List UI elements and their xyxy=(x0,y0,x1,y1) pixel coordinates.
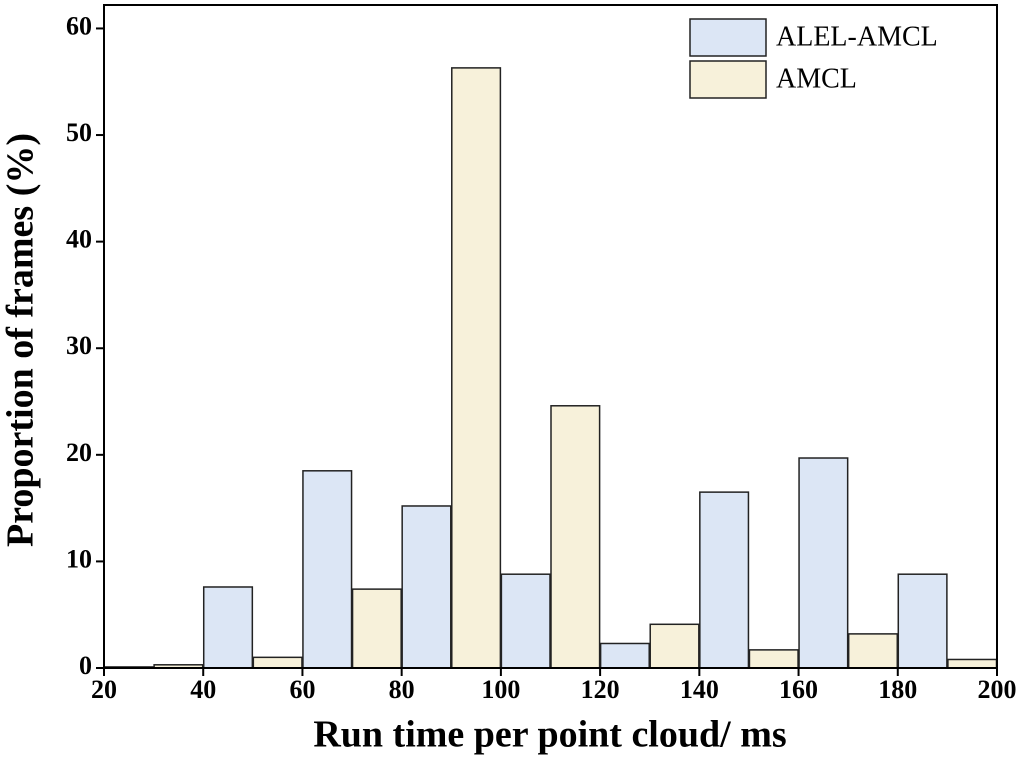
bar xyxy=(897,573,948,669)
bar xyxy=(451,67,502,669)
x-tick-label: 160 xyxy=(779,675,818,704)
y-tick-label: 20 xyxy=(66,438,92,467)
y-axis-title: Proportion of frames (%) xyxy=(0,133,42,547)
bar xyxy=(252,656,303,669)
x-tick-label: 60 xyxy=(289,675,315,704)
bar xyxy=(847,633,899,669)
bar xyxy=(699,491,750,669)
bar xyxy=(649,623,700,669)
bar xyxy=(202,586,254,669)
bar xyxy=(599,642,650,669)
bar xyxy=(351,588,402,669)
y-tick-label: 50 xyxy=(66,118,92,147)
legend-swatch xyxy=(689,18,767,57)
x-tick-label: 200 xyxy=(978,675,1017,704)
y-tick-label: 0 xyxy=(79,651,92,680)
y-tick-label: 60 xyxy=(66,11,92,40)
x-tick-label: 180 xyxy=(878,675,917,704)
legend-label: AMCL xyxy=(776,63,857,94)
x-tick-label: 100 xyxy=(481,675,520,704)
x-tick-label: 40 xyxy=(190,675,216,704)
bar xyxy=(302,470,353,669)
x-axis-title: Run time per point cloud/ ms xyxy=(313,714,786,756)
bar xyxy=(947,658,998,669)
bar xyxy=(550,405,601,669)
y-tick-label: 10 xyxy=(66,544,92,573)
y-tick-label: 40 xyxy=(66,225,92,254)
bar xyxy=(500,573,551,669)
legend-label: ALEL-AMCL xyxy=(776,21,938,52)
x-tick-label: 20 xyxy=(91,675,117,704)
legend-swatch xyxy=(689,60,767,99)
y-tick-label: 30 xyxy=(66,331,92,360)
x-tick-label: 120 xyxy=(581,675,620,704)
x-tick-label: 80 xyxy=(389,675,415,704)
bar xyxy=(798,457,849,669)
plot-frame xyxy=(103,4,998,669)
bar xyxy=(401,505,452,669)
bar xyxy=(748,649,799,669)
x-tick-label: 140 xyxy=(680,675,719,704)
